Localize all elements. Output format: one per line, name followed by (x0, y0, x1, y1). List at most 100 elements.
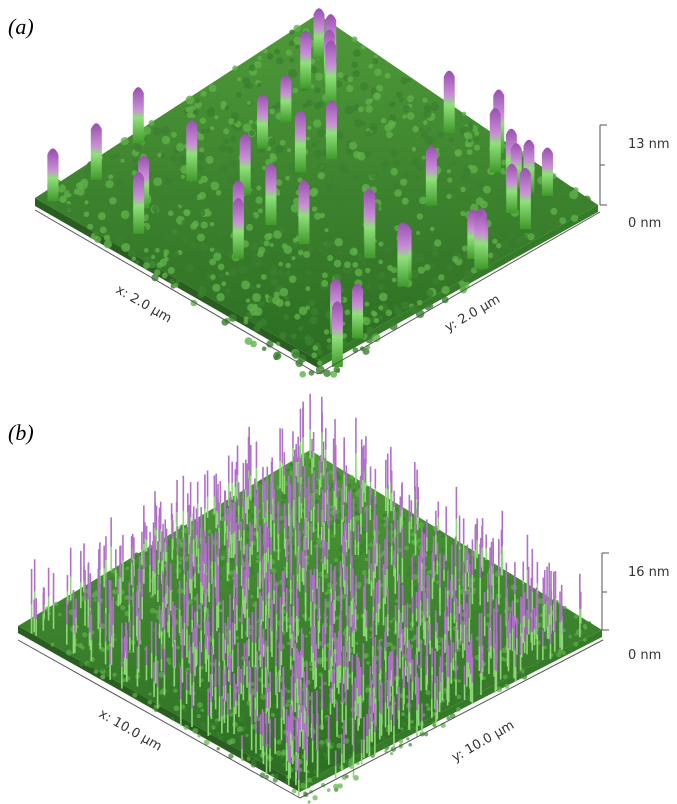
grain (76, 188, 85, 196)
grain (337, 714, 342, 720)
grain (279, 755, 284, 760)
grain (374, 68, 382, 76)
grain (533, 661, 540, 668)
grain (355, 252, 364, 260)
grain (527, 233, 535, 241)
grain (365, 267, 371, 274)
grain (123, 595, 129, 601)
pillar (186, 119, 198, 182)
grain (356, 761, 360, 766)
grain (218, 604, 224, 610)
grain (410, 199, 419, 209)
grain (460, 174, 469, 182)
grain (315, 477, 320, 481)
grain (131, 256, 137, 262)
grain (399, 97, 404, 103)
spikes (30, 393, 592, 804)
grain (357, 106, 364, 113)
grain (460, 210, 466, 217)
grain (390, 645, 397, 651)
grain (269, 267, 278, 276)
grain (258, 300, 265, 307)
grain (232, 65, 238, 71)
grain (412, 125, 419, 133)
grain (366, 660, 370, 665)
grain (468, 164, 473, 169)
grain (384, 749, 388, 753)
grain (216, 746, 220, 751)
grain (279, 226, 287, 233)
grain (485, 683, 490, 687)
grain (255, 196, 263, 204)
pillar (239, 133, 251, 195)
grain (218, 734, 224, 741)
grain (461, 245, 469, 252)
grain (177, 588, 184, 595)
grain (574, 614, 579, 619)
grain (208, 203, 218, 213)
grain (284, 300, 291, 307)
grain (420, 130, 428, 138)
grain (361, 121, 367, 126)
pillar (443, 70, 455, 133)
grain (457, 640, 463, 646)
grain (82, 632, 88, 638)
grain (341, 333, 347, 339)
pillar (300, 30, 312, 89)
grain (305, 99, 313, 107)
grain (224, 213, 232, 221)
grain (327, 255, 334, 262)
grain (389, 606, 395, 612)
grain (164, 233, 169, 239)
grain (452, 160, 457, 166)
grain (436, 217, 446, 226)
grain (321, 597, 326, 602)
grain (393, 159, 401, 168)
surface-edge (318, 205, 598, 368)
grain (104, 665, 108, 669)
grain (187, 599, 193, 605)
grain (128, 194, 134, 200)
grain (521, 670, 525, 674)
grain (187, 622, 193, 628)
grain (122, 677, 127, 683)
grain (118, 221, 124, 227)
grain (257, 208, 263, 214)
grain (520, 233, 529, 243)
grain (297, 249, 304, 256)
grain (151, 205, 159, 213)
grain (385, 131, 393, 139)
grain (192, 727, 199, 734)
grain (208, 84, 217, 93)
grain (431, 250, 439, 258)
grain (410, 654, 415, 659)
grain (109, 196, 117, 205)
grain (129, 680, 134, 685)
grain (143, 262, 150, 269)
grain (233, 119, 238, 124)
z-top-label: 13 nm (628, 137, 670, 152)
grain (405, 583, 410, 587)
grain (582, 637, 587, 642)
grain (289, 29, 295, 35)
grain (160, 153, 166, 159)
grain (582, 195, 591, 204)
grain (311, 142, 317, 148)
grain (253, 307, 263, 316)
grain (385, 247, 391, 253)
grain (391, 121, 397, 126)
grain (485, 205, 494, 215)
grain (295, 45, 300, 50)
grain (284, 270, 291, 277)
grain (195, 194, 203, 201)
grain (424, 562, 429, 567)
grain (356, 630, 363, 637)
grain (446, 264, 453, 271)
grain (68, 212, 77, 220)
grain (235, 636, 239, 640)
grain (133, 563, 140, 570)
grain (170, 716, 175, 721)
grain (348, 141, 358, 150)
grain (406, 571, 412, 577)
grain (311, 206, 318, 212)
